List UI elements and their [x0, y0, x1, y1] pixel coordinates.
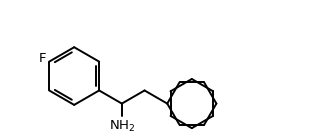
Text: NH$_2$: NH$_2$	[109, 119, 135, 134]
Text: F: F	[39, 52, 47, 64]
